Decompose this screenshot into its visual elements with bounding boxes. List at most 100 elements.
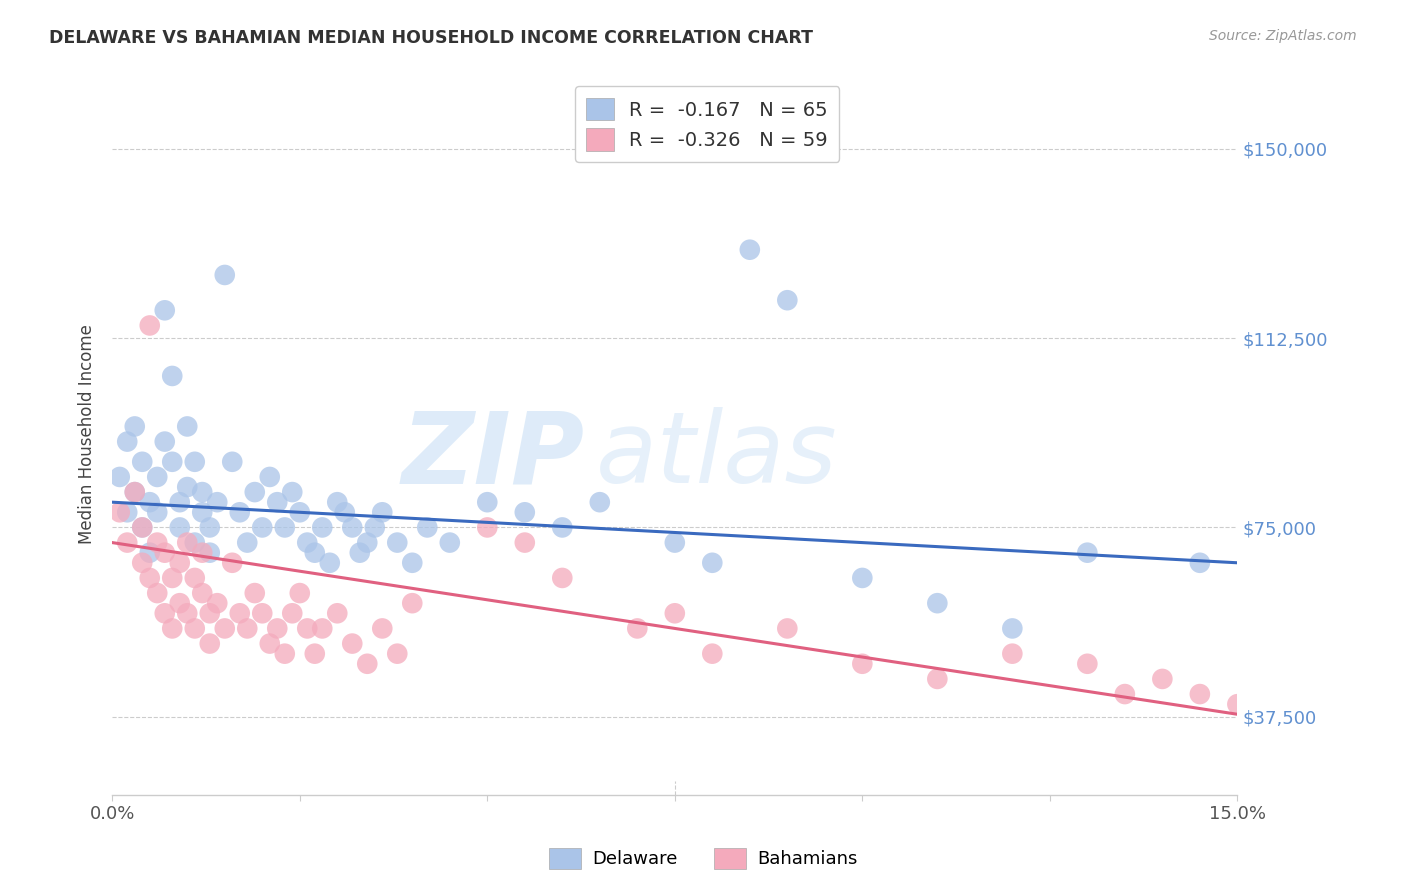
Point: [162, 571, 184, 585]
Point: [304, 647, 326, 661]
Point: [169, 596, 191, 610]
Point: [304, 546, 326, 560]
Point: [288, 586, 311, 600]
Point: [153, 607, 176, 621]
Point: [1001, 622, 1024, 636]
Point: [274, 647, 297, 661]
Point: [117, 434, 139, 449]
Point: [364, 520, 387, 534]
Point: [184, 455, 207, 469]
Point: [416, 520, 439, 534]
Point: [326, 495, 349, 509]
Point: [124, 485, 146, 500]
Point: [131, 556, 153, 570]
Point: [356, 657, 378, 671]
Point: [311, 622, 333, 636]
Point: [139, 571, 162, 585]
Point: [198, 546, 221, 560]
Point: [259, 636, 281, 650]
Point: [1076, 546, 1098, 560]
Point: [229, 607, 252, 621]
Point: [176, 419, 198, 434]
Point: [214, 268, 236, 282]
Point: [342, 636, 364, 650]
Y-axis label: Median Household Income: Median Household Income: [79, 324, 96, 544]
Point: [229, 505, 252, 519]
Point: [1114, 687, 1136, 701]
Point: [236, 535, 259, 549]
Point: [146, 505, 169, 519]
Point: [297, 535, 319, 549]
Point: [252, 607, 274, 621]
Point: [664, 607, 686, 621]
Point: [551, 571, 574, 585]
Point: [146, 586, 169, 600]
Point: [551, 520, 574, 534]
Point: [387, 647, 409, 661]
Point: [169, 556, 191, 570]
Point: [198, 520, 221, 534]
Point: [153, 303, 176, 318]
Point: [131, 520, 153, 534]
Point: [176, 480, 198, 494]
Point: [207, 495, 229, 509]
Point: [191, 485, 214, 500]
Point: [477, 495, 499, 509]
Text: ZIP: ZIP: [402, 407, 585, 504]
Point: [401, 556, 423, 570]
Point: [274, 520, 297, 534]
Point: [333, 505, 356, 519]
Point: [221, 455, 243, 469]
Point: [1188, 687, 1211, 701]
Point: [108, 470, 131, 484]
Point: [131, 520, 153, 534]
Point: [1188, 556, 1211, 570]
Point: [342, 520, 364, 534]
Point: [326, 607, 349, 621]
Text: atlas: atlas: [596, 407, 838, 504]
Point: [1001, 647, 1024, 661]
Point: [259, 470, 281, 484]
Point: [371, 622, 394, 636]
Text: DELAWARE VS BAHAMIAN MEDIAN HOUSEHOLD INCOME CORRELATION CHART: DELAWARE VS BAHAMIAN MEDIAN HOUSEHOLD IN…: [49, 29, 813, 46]
Point: [169, 520, 191, 534]
Point: [153, 434, 176, 449]
Point: [356, 535, 378, 549]
Point: [243, 485, 266, 500]
Point: [176, 535, 198, 549]
Point: [243, 586, 266, 600]
Point: [664, 535, 686, 549]
Point: [851, 657, 873, 671]
Point: [169, 495, 191, 509]
Point: [1152, 672, 1174, 686]
Point: [702, 647, 724, 661]
Point: [1226, 697, 1249, 711]
Point: [176, 607, 198, 621]
Point: [184, 571, 207, 585]
Point: [401, 596, 423, 610]
Point: [738, 243, 761, 257]
Point: [108, 505, 131, 519]
Point: [162, 455, 184, 469]
Point: [513, 505, 536, 519]
Point: [311, 520, 333, 534]
Point: [626, 622, 648, 636]
Point: [214, 622, 236, 636]
Point: [349, 546, 371, 560]
Point: [236, 622, 259, 636]
Point: [702, 556, 724, 570]
Point: [776, 622, 799, 636]
Point: [477, 520, 499, 534]
Point: [927, 672, 949, 686]
Point: [851, 571, 873, 585]
Point: [589, 495, 612, 509]
Point: [207, 596, 229, 610]
Point: [198, 636, 221, 650]
Point: [513, 535, 536, 549]
Point: [281, 607, 304, 621]
Point: [221, 556, 243, 570]
Point: [153, 546, 176, 560]
Point: [124, 485, 146, 500]
Point: [288, 505, 311, 519]
Point: [184, 622, 207, 636]
